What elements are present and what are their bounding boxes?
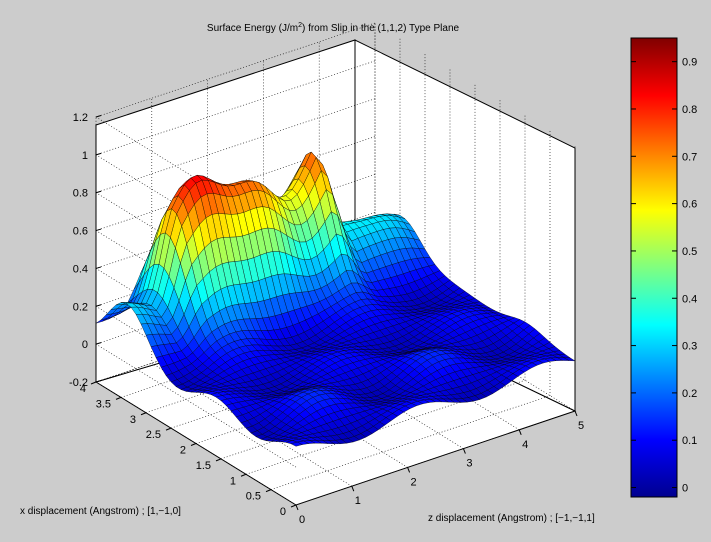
z-tick-mark [295,504,299,511]
chart-title-superscript: 2 [298,22,302,29]
energy-tick-label: 1 [82,150,88,162]
x-tick-label: 1.5 [196,460,211,472]
colorbar-ticks: 0 0.1 0.2 0.3 0.4 0.5 0.6 0.7 0.8 0.9 [631,57,697,495]
colorbar-tick-label: 0.5 [682,246,697,258]
x-tick-mark [240,473,247,477]
x-tick-label: 1 [230,475,236,487]
x-tick-label: 0.5 [246,491,261,503]
z-tick-label: 4 [522,439,528,451]
z-tick-mark [462,448,466,454]
grid-line-x [245,115,526,475]
energy-tick-mark [95,266,102,269]
colorbar-tick-label: 0.2 [682,388,697,400]
z-tick-mark [574,410,578,417]
x-tick-mark [190,443,197,446]
energy-tick-mark [95,190,102,194]
x-tick-mark [215,458,222,462]
x-tick-label: 2 [180,445,186,457]
energy-tick-label: 0.6 [73,226,88,238]
energy-axis-ticks: -0.2 0 0.2 0.4 0.6 0.8 1 1.2 [69,112,102,389]
y-axis-label: z displacement (Angstrom) ; [−1,−1,1] [428,513,595,524]
energy-tick-label: 0 [82,339,88,351]
z-tick-label: 2 [411,476,417,488]
energy-tick-mark [95,380,102,383]
chart-title-suffix: ) from Slip in the (1,1,2) Type Plane [302,23,460,34]
energy-tick-mark [95,342,102,345]
x-tick-mark [265,489,272,493]
chart-title: Surface Energy (J/m2) from Slip in the (… [207,22,460,34]
z-tick-label: 3 [466,458,472,470]
chart-title-prefix: Surface Energy (J/m [207,23,298,34]
energy-tick-label: -0.2 [69,377,88,389]
x-axis-label: x displacement (Angstrom) ; [1,−1,0] [20,506,181,517]
x-tick-label: 3 [130,414,136,426]
x-tick-mark [115,396,122,400]
z-tick-label: 0 [299,514,305,526]
colorbar-tick-label: 0.4 [682,293,697,305]
colorbar-tick-label: 0 [682,483,688,495]
x-tick-label: 4 [80,383,86,395]
energy-surface [95,151,576,447]
colorbar-tick-label: 0.1 [682,435,697,447]
grid-line-x [270,130,551,490]
x-tick-label: 0 [280,506,286,518]
x-tick-mark [290,504,297,508]
colorbar-tick-label: 0.7 [682,151,697,163]
colorbar-tick-label: 0.9 [682,57,697,69]
z-tick-label: 5 [578,420,584,432]
x-tick-label: 2.5 [146,429,161,441]
colorbar-tick-label: 0.6 [682,199,697,211]
energy-tick-mark [95,304,102,307]
energy-tick-mark [95,152,102,156]
energy-tick-label: 0.2 [73,301,88,313]
energy-tick-label: 0.8 [73,188,88,200]
z-tick-mark [407,467,411,473]
x-tick-mark [90,381,97,385]
energy-tick-mark [95,228,102,232]
z-axis-ticks: 0 1 2 3 4 5 [295,410,584,526]
energy-tick-label: 1.2 [73,112,88,124]
surface-cell [290,441,303,447]
z-tick-mark [518,429,522,435]
x-tick-mark [140,412,147,416]
colorbar-tick-label: 0.3 [682,341,697,353]
energy-tick-label: 0.4 [73,263,88,275]
z-tick-label: 1 [355,495,361,507]
x-axis-ticks: 0 0.5 1 1.5 2 2.5 3 3.5 4 [80,381,297,518]
x-tick-label: 3.5 [96,398,111,410]
z-tick-mark [351,486,355,492]
colorbar: 0 0.1 0.2 0.3 0.4 0.5 0.6 0.7 0.8 0.9 [630,37,697,498]
colorbar-tick-label: 0.8 [682,104,697,116]
energy-tick-mark [95,115,102,118]
grid-line-z [151,98,352,487]
x-tick-mark [165,427,172,431]
colorbar-gradient [630,37,678,498]
